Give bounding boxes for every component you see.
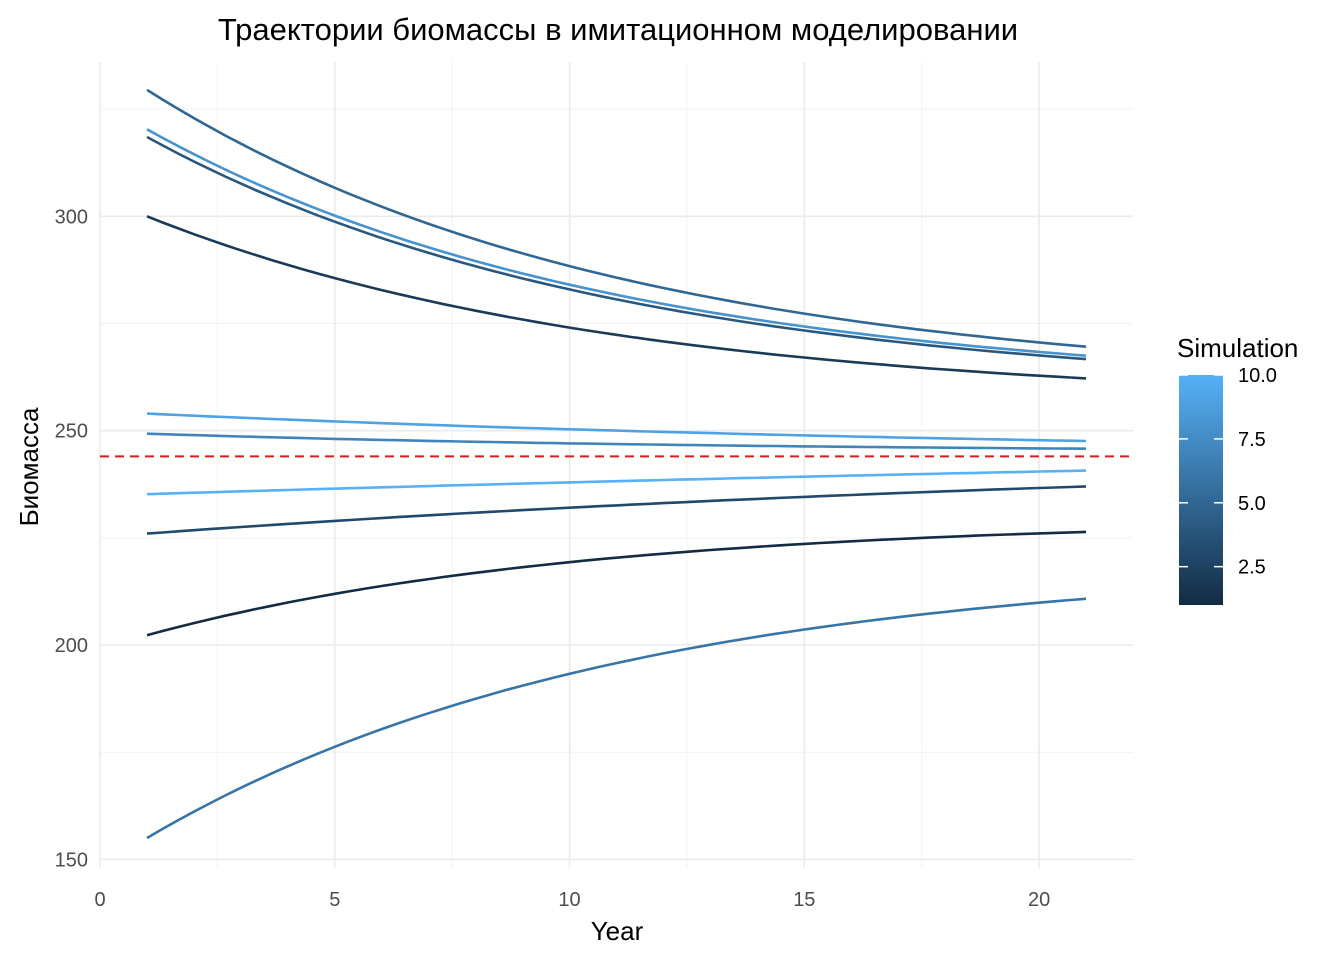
y-tick-label: 200: [55, 635, 88, 657]
y-axis-title: Биомасса: [14, 407, 44, 526]
series-line-sim-7: [146, 432, 1087, 450]
legend-breaks: 2.5 5.0 7.5 10.0: [1179, 365, 1277, 579]
series-line-sim-6: [146, 597, 1087, 840]
x-tick-label: 5: [329, 889, 340, 911]
series-line-sim-1: [146, 530, 1087, 637]
series-line-sim-4: [146, 135, 1087, 361]
legend-break-label: 10.0: [1238, 365, 1277, 387]
series-line-sim-10: [146, 469, 1087, 496]
legend: Simulation 2.5 5.0 7.5 10.0: [1177, 333, 1298, 605]
y-tick-label: 300: [55, 206, 88, 228]
y-axis-ticks: 150 200 250 300: [55, 206, 88, 871]
series-line-sim-2: [146, 215, 1087, 380]
y-tick-label: 250: [55, 421, 88, 443]
series-lines: [146, 88, 1087, 840]
x-axis-title: Year: [591, 916, 644, 946]
chart-title: Траектории биомассы в имитационном модел…: [218, 12, 1018, 47]
legend-break-label: 2.5: [1238, 557, 1266, 579]
x-tick-label: 20: [1028, 889, 1050, 911]
series-line-sim-9: [146, 412, 1087, 443]
series-line-sim-8: [146, 128, 1087, 357]
grid: [99, 62, 1133, 868]
series-line-sim-3: [146, 485, 1087, 535]
x-tick-label: 0: [94, 889, 105, 911]
x-tick-label: 15: [793, 889, 815, 911]
legend-break-label: 7.5: [1238, 429, 1266, 451]
series-line-sim-5: [146, 88, 1087, 348]
x-axis-ticks: 0 5 10 15 20: [94, 889, 1050, 911]
legend-colorbar: [1179, 375, 1223, 605]
x-tick-label: 10: [558, 889, 580, 911]
legend-break-label: 5.0: [1238, 493, 1266, 515]
y-tick-label: 150: [55, 849, 88, 871]
legend-title: Simulation: [1177, 333, 1298, 363]
